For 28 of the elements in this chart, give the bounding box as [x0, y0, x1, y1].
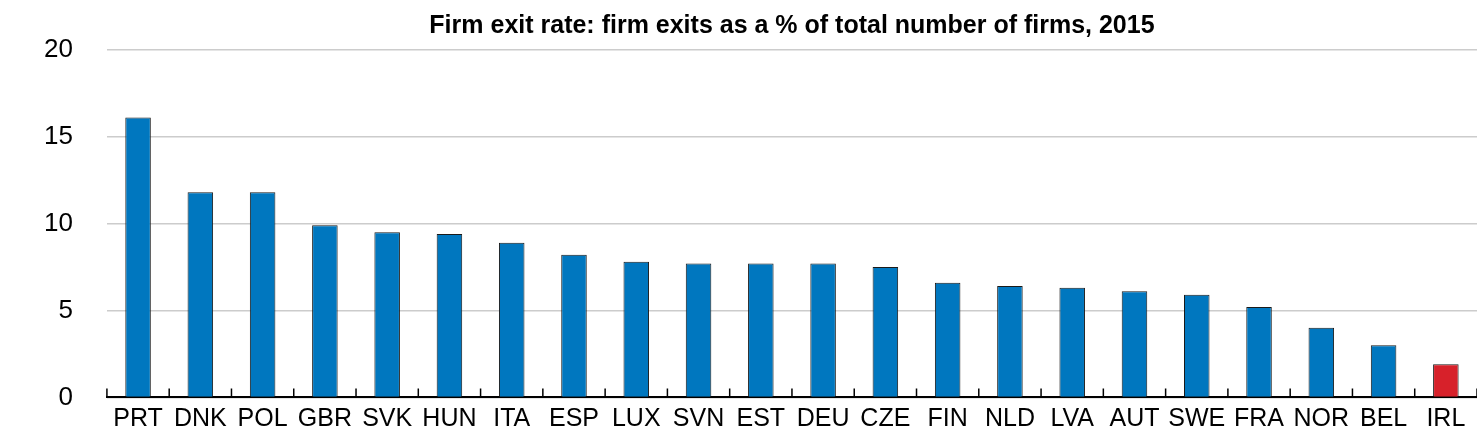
x-tick-label: IRL: [1426, 402, 1466, 431]
x-tick-label: DNK: [173, 402, 228, 431]
x-tick-label: POL: [237, 402, 288, 431]
x-tick-label: PRT: [113, 402, 163, 431]
chart-title: Firm exit rate: firm exits as a % of total number of firms, 2015: [429, 9, 1155, 38]
x-tick-label: BEL: [1359, 402, 1408, 431]
x-tick-label: DEU: [796, 402, 850, 431]
y-tick-label: 15: [44, 119, 73, 150]
x-tick-label: GBR: [297, 402, 352, 431]
x-tick-label: ITA: [493, 402, 531, 431]
x-tick-label: HUN: [422, 402, 477, 431]
x-tick-label: SVN: [672, 402, 725, 431]
x-tick-label: LUX: [611, 402, 661, 431]
x-tick-label: SWE: [1168, 402, 1226, 431]
x-tick-label: NOR: [1293, 402, 1350, 431]
y-tick-label: 5: [58, 293, 73, 324]
x-tick-label: FRA: [1234, 402, 1285, 431]
y-tick-label: 10: [44, 206, 73, 237]
x-tick-label: NLD: [984, 402, 1035, 431]
x-tick-label: EST: [736, 402, 786, 431]
y-tick-label: 20: [44, 32, 73, 63]
x-tick-label: AUT: [1109, 402, 1160, 431]
x-tick-label: FIN: [927, 402, 968, 431]
x-tick-label: CZE: [860, 402, 911, 431]
x-tick-label: SVK: [362, 402, 413, 431]
x-tick-label: LVA: [1050, 402, 1095, 431]
y-tick-label: 0: [58, 380, 73, 411]
x-tick-label: ESP: [548, 402, 600, 431]
